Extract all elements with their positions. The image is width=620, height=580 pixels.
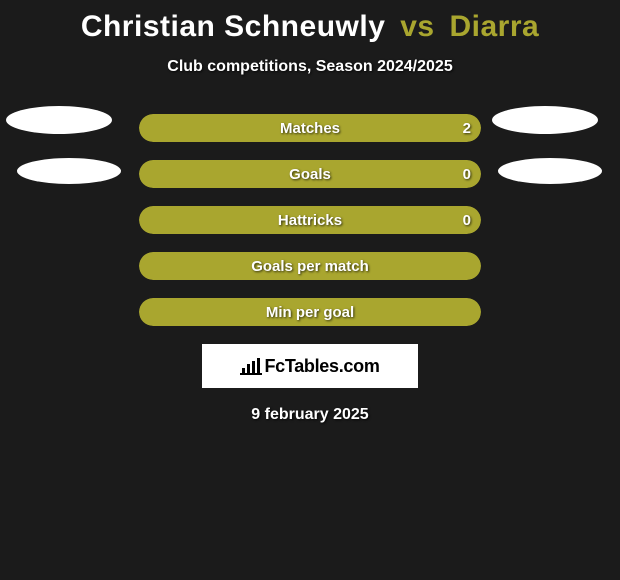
avatar-player1-top [6,106,112,134]
bars-area: 2Matches 0Goals 0Hattricks Goals per match M… [0,114,620,326]
bars-holder: 2Matches 0Goals 0Hattricks Goals per match M… [0,114,620,326]
title-player2: Diarra [449,10,539,43]
stat-bar-goals-per-match: Goals per match [139,252,481,280]
bar-label: Hattricks [139,206,481,234]
brand-chart-icon [240,357,262,375]
stat-bar-goals: 0Goals [139,160,481,188]
brand-text: FcTables.com [264,356,379,377]
comparison-infographic: Christian Schneuwly vs Diarra Club compe… [0,0,620,424]
title-vs: vs [400,10,434,43]
avatar-player2-mid [498,158,602,184]
subtitle: Club competitions, Season 2024/2025 [0,58,620,76]
brand-box: FcTables.com [202,344,418,388]
bar-label: Goals [139,160,481,188]
stat-bar-matches: 2Matches [139,114,481,142]
date-text: 9 february 2025 [0,406,620,424]
bar-label: Matches [139,114,481,142]
avatar-player2-top [492,106,598,134]
stat-bar-min-per-goal: Min per goal [139,298,481,326]
bar-label: Min per goal [139,298,481,326]
stat-bar-hattricks: 0Hattricks [139,206,481,234]
avatar-player1-mid [17,158,121,184]
title-player1: Christian Schneuwly [81,10,386,43]
bar-label: Goals per match [139,252,481,280]
page-title: Christian Schneuwly vs Diarra [0,0,620,44]
